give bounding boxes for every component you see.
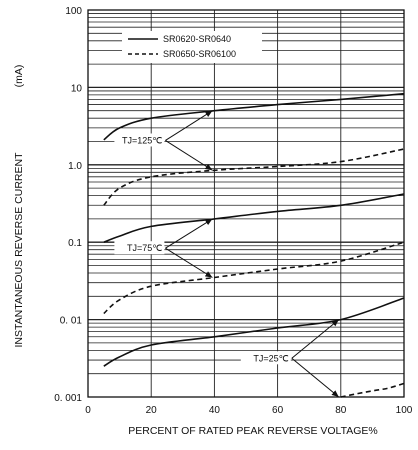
y-tick-label: 0. 001 [54,393,82,404]
temperature-label: TJ=75℃ [127,243,162,253]
series-curve-solid [103,193,405,243]
annotation-arrow [291,357,340,398]
annotation-group: TJ=125℃ TJ=75℃ TJ=25℃ [114,110,340,398]
annotation-arrow [165,140,213,171]
x-tick-label: 60 [272,405,284,416]
plot-frame [87,9,405,398]
y-tick-label: 0.1 [68,238,82,249]
x-tick-label: 20 [146,405,158,416]
series-curve-dashed [340,382,405,398]
x-tick-label: 100 [396,405,413,416]
legend-label-solid: SR0620-SR0640 [163,34,231,44]
series-curve-solid [103,92,405,141]
y-tick-label: 10 [71,83,83,94]
series-group [103,92,405,398]
temperature-label-background [114,241,165,255]
temperature-label-background [114,133,165,147]
annotation-arrow [165,247,213,278]
annotation-arrow [291,319,340,359]
temperature-label: TJ=25℃ [253,353,288,363]
y-tick-label: 1.0 [68,161,82,172]
series-curve-dashed [103,241,405,315]
temperature-label-background [240,351,291,365]
annotation-arrow [165,218,213,249]
series-curve-dashed [103,148,405,206]
y-axis-label: INSTANTANEOUS REVERSE CURRENT [13,152,25,348]
y-axis-unit: (mA) [13,65,25,88]
temperature-label: TJ=125℃ [122,135,162,145]
legend-box [122,31,262,63]
legend-label-dashed: SR0650-SR06100 [163,49,236,59]
tick-labels: 0 20 40 60 80 100 100 10 1.0 0.1 0. 01 0. 001 [54,6,413,416]
x-tick-label: 0 [85,405,91,416]
x-tick-label: 40 [209,405,221,416]
y-tick-label: 100 [65,6,82,17]
series-curve-solid [103,297,405,367]
y-tick-label: 0. 01 [60,316,83,327]
legend: SR0620-SR0640 SR0650-SR06100 [122,31,262,63]
annotation-arrow [165,110,213,141]
x-tick-label: 80 [335,405,347,416]
x-axis-label: PERCENT OF RATED PEAK REVERSE VOLTAGE% [128,425,378,437]
